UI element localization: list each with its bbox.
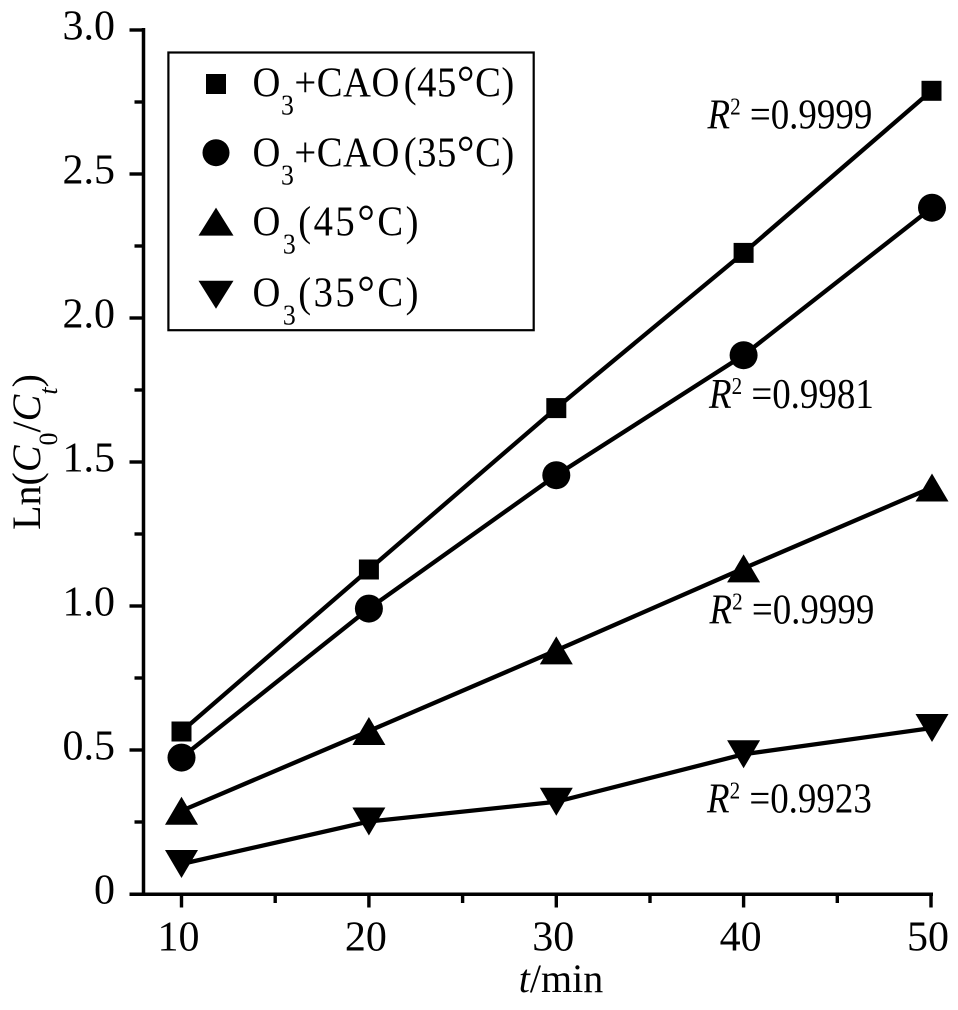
svg-text:1.5: 1.5: [63, 436, 116, 482]
svg-text:2.5: 2.5: [63, 148, 116, 194]
svg-text:40: 40: [720, 915, 762, 961]
svg-text:20: 20: [345, 915, 387, 961]
svg-text:2.0: 2.0: [63, 292, 116, 338]
svg-text:0.5: 0.5: [63, 724, 116, 770]
svg-text:1.0: 1.0: [63, 580, 116, 626]
svg-text:R2 =0.9981: R2 =0.9981: [708, 371, 874, 418]
svg-text:10: 10: [158, 915, 200, 961]
svg-text:0: 0: [94, 868, 115, 914]
svg-text:3.0: 3.0: [63, 4, 116, 50]
svg-text:30: 30: [532, 915, 574, 961]
svg-text:R2 =0.9923: R2 =0.9923: [706, 775, 872, 822]
svg-text:R2 =0.9999: R2 =0.9999: [709, 586, 875, 633]
svg-text:R2 =0.9999: R2 =0.9999: [707, 91, 873, 138]
svg-text:50: 50: [907, 915, 949, 961]
svg-text:t/min: t/min: [519, 956, 603, 1001]
